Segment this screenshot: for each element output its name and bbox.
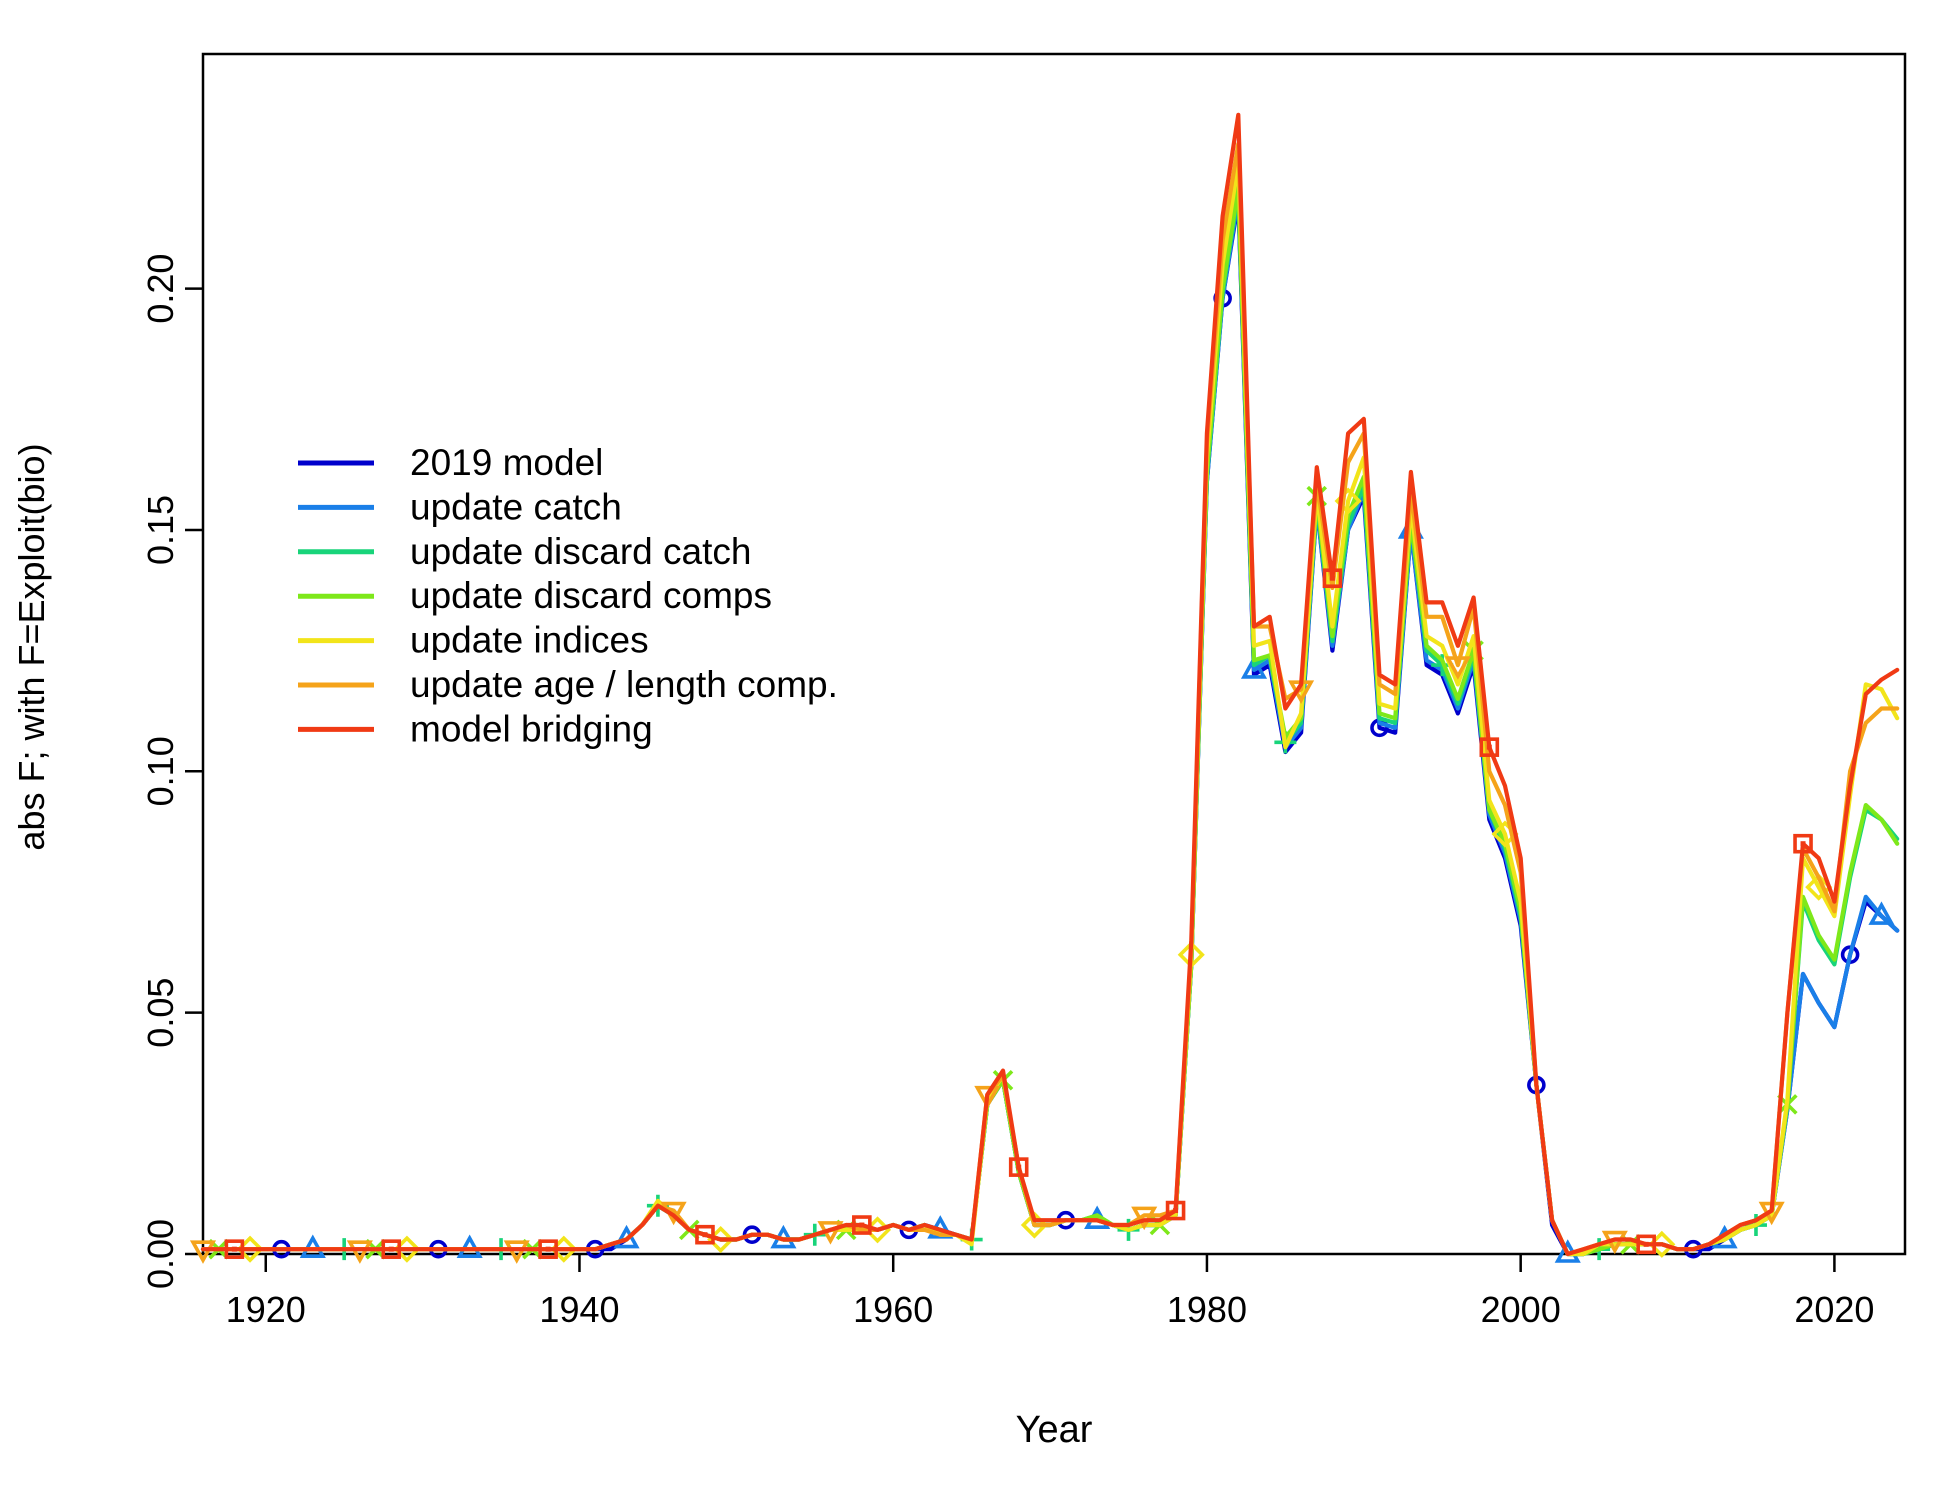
data-point-marker-center: [1486, 744, 1492, 750]
data-point-marker: [974, 1085, 1001, 1110]
data-point-marker: [1008, 1157, 1029, 1177]
data-point-marker: [852, 1215, 872, 1235]
y-tick-label: 0.20: [140, 254, 181, 324]
legend-label: 2019 model: [410, 442, 603, 483]
x-tick-label: 2000: [1481, 1289, 1561, 1330]
y-tick-label: 0.05: [140, 978, 181, 1048]
data-point-marker: [224, 1239, 245, 1259]
legend-label: update age / length comp.: [410, 664, 838, 705]
data-point-marker: [1444, 656, 1471, 680]
legend-label: update discard comps: [410, 575, 772, 616]
data-point-marker: [1240, 655, 1268, 679]
data-point-marker-center: [859, 1222, 865, 1228]
data-point-marker: [381, 1239, 402, 1259]
plot-frame: [201, 52, 1907, 1256]
data-point-marker: [1165, 1200, 1186, 1221]
data-point-marker: [1868, 901, 1895, 925]
series-line: [200, 112, 1900, 1257]
data-point-marker-center: [1329, 575, 1335, 581]
data-point-marker: [1131, 1206, 1158, 1231]
x-tick-label: 1960: [853, 1289, 933, 1330]
data-point-marker-center: [1800, 841, 1806, 847]
x-tick-label: 1980: [1167, 1289, 1247, 1330]
data-point-marker: [1322, 568, 1343, 589]
data-point-marker: [1793, 833, 1813, 854]
data-point-marker-center: [1173, 1208, 1179, 1214]
y-tick-label: 0.00: [140, 1219, 181, 1289]
legend-label: model bridging: [410, 708, 653, 749]
series-model-bridging: [200, 112, 1900, 1259]
y-axis-label: abs F; with F=Exploit(bio): [11, 443, 52, 850]
x-tick-label: 1940: [539, 1289, 619, 1330]
legend-label: update catch: [410, 486, 622, 527]
legend-label: update discard catch: [410, 531, 751, 572]
legend-label: update indices: [410, 620, 649, 661]
data-point-marker: [1479, 737, 1500, 757]
y-axis: 0.00 0.05 0.10 0.15 0.20: [140, 254, 203, 1289]
data-point-marker-center: [388, 1246, 394, 1252]
series-layer: [189, 112, 1900, 1264]
x-axis-label: Year: [1016, 1409, 1093, 1451]
x-axis: 1920 1940 1960 1980 2000 2020: [226, 1254, 1874, 1330]
data-point-marker-center: [545, 1246, 551, 1252]
y-tick-label: 0.15: [140, 495, 181, 565]
x-tick-label: 1920: [226, 1289, 306, 1330]
y-tick-label: 0.10: [140, 736, 181, 806]
data-point-marker: [1636, 1234, 1656, 1255]
data-point-marker: [538, 1239, 558, 1259]
data-point-marker-center: [702, 1232, 708, 1238]
data-point-marker: [695, 1224, 715, 1245]
data-point-marker-center: [231, 1246, 237, 1252]
x-tick-label: 2020: [1794, 1289, 1874, 1330]
data-point-marker-center: [1643, 1241, 1649, 1247]
data-point-marker-center: [1016, 1164, 1022, 1170]
